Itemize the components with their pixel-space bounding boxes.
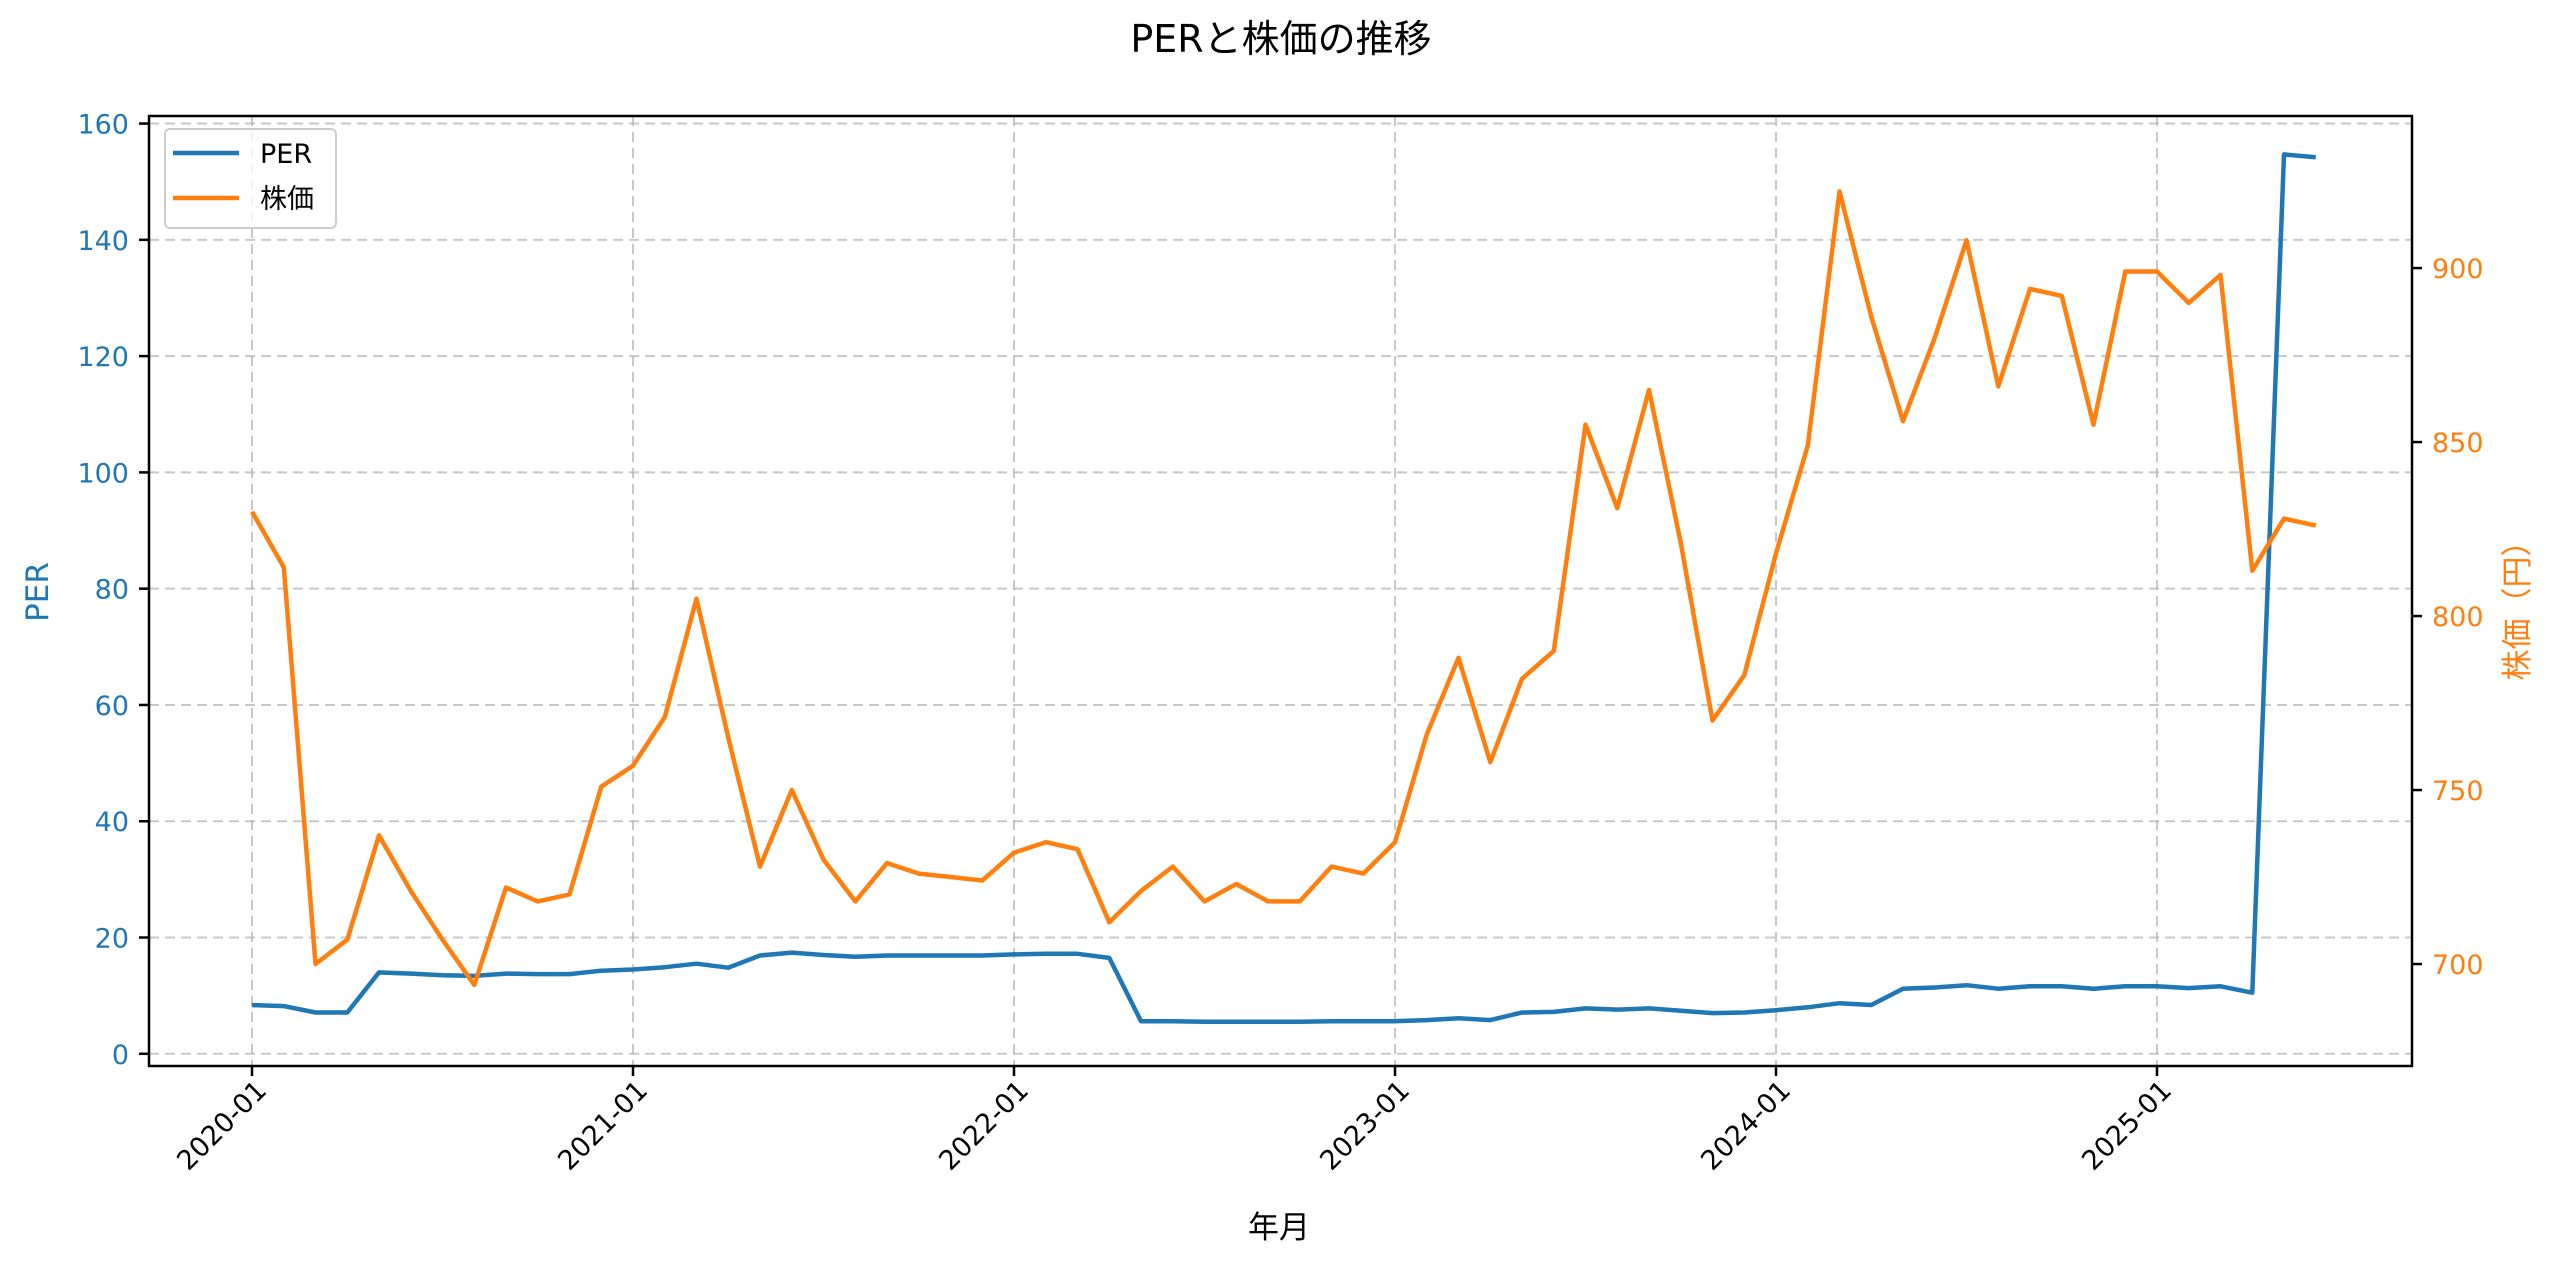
legend: PER 株価 (164, 128, 337, 229)
y-tick-label-right: 800 (2432, 602, 2484, 633)
y-tick-label-right: 750 (2432, 776, 2484, 807)
grid-lines (149, 116, 2412, 1066)
x-axis-label: 年月 (1248, 1210, 1310, 1246)
x-tick-label: 2022-01 (933, 1075, 1035, 1177)
x-tick-label: 2024-01 (1695, 1075, 1797, 1177)
y-tick-label-left: 140 (77, 226, 129, 257)
plot-frame (147, 114, 2414, 1068)
y-tick-label-right: 700 (2432, 950, 2484, 981)
y-tick-label-left: 80 (95, 575, 129, 606)
left-y-axis: 0 20 40 60 80 100 120 140 160 (77, 110, 149, 1071)
y-tick-label-left: 160 (77, 110, 129, 141)
y-tick-label-left: 60 (95, 691, 129, 722)
y-axis-label-left: PER (20, 562, 56, 622)
x-tick-label: 2020-01 (171, 1075, 273, 1177)
x-tick-label: 2023-01 (1314, 1075, 1416, 1177)
legend-per-label: PER (260, 139, 312, 170)
series-line-per (251, 152, 2317, 1025)
x-tick-label: 2025-01 (2076, 1075, 2178, 1177)
series-layer (250, 152, 2317, 1025)
legend-price-label: 株価 (260, 184, 314, 215)
right-y-axis: 700 750 800 850 900 (2412, 254, 2484, 981)
y-tick-label-left: 40 (95, 807, 129, 838)
y-tick-label-left: 20 (95, 924, 129, 955)
chart-title: PERと株価の推移 (1130, 17, 1431, 61)
x-axis: 2020-01 2021-01 2022-01 2023-01 2024-01 2025-… (171, 1066, 2178, 1177)
y-tick-label-left: 120 (77, 342, 129, 373)
y-tick-label-right: 850 (2432, 428, 2484, 459)
x-tick-label: 2021-01 (552, 1075, 654, 1177)
y-tick-label-right: 900 (2432, 254, 2484, 285)
series-line-price (250, 189, 2317, 988)
y-tick-label-left: 100 (77, 458, 129, 489)
y-tick-label-left: 0 (112, 1040, 129, 1071)
y-axis-label-right: 株価（円） (2500, 526, 2536, 681)
